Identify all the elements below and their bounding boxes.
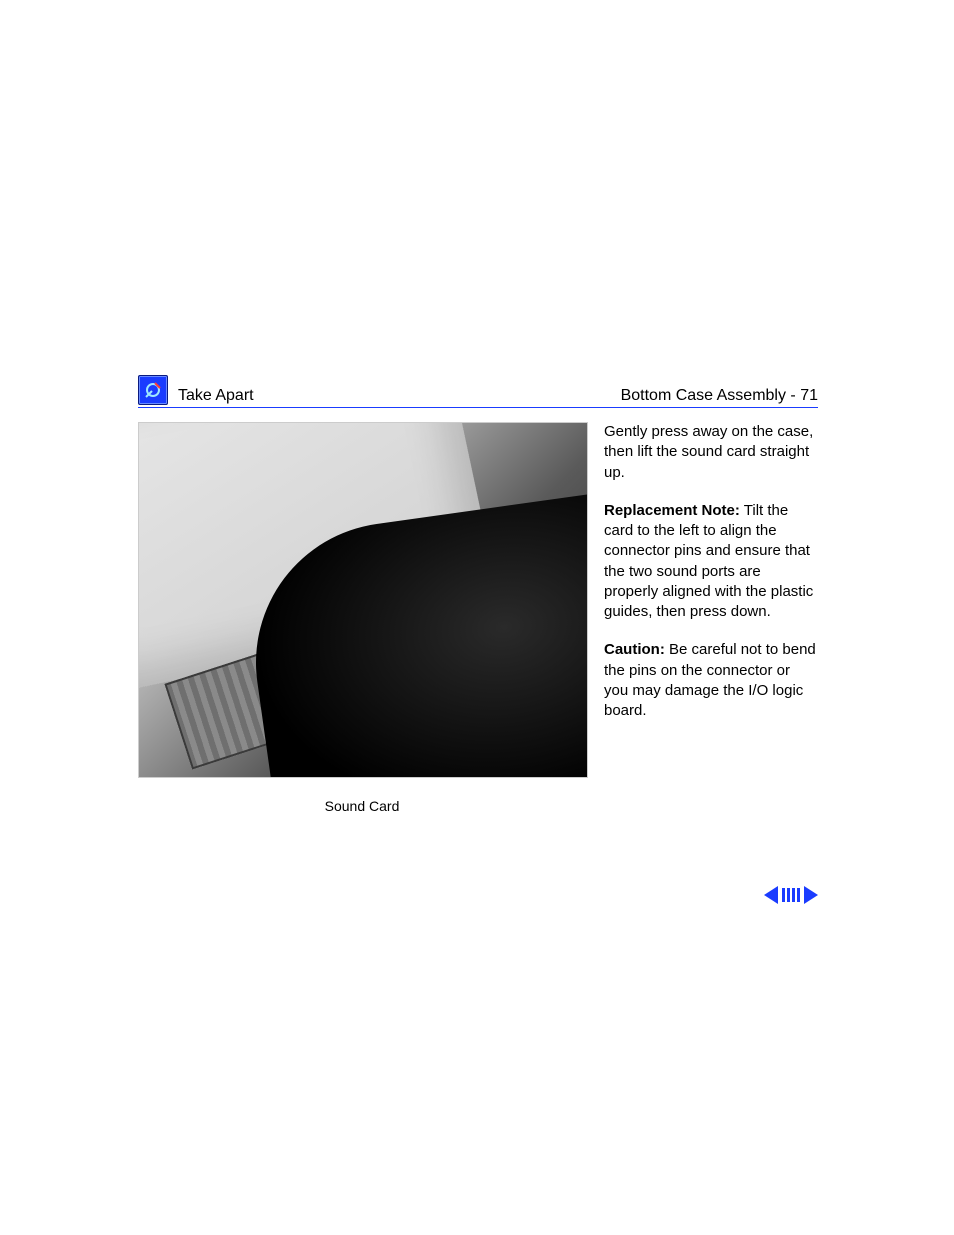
replacement-note-label: Replacement Note: [604,502,740,519]
page-number: 71 [800,387,818,404]
content-area: Take Apart Bottom Case Assembly - 71 Sou… [138,375,818,814]
caution-label: Caution: [604,641,665,658]
prev-page-button[interactable] [764,886,778,904]
next-page-button[interactable] [804,886,818,904]
page-title-sep: - [786,387,800,404]
page-header: Take Apart Bottom Case Assembly - 71 [138,375,818,408]
body-row: Sound Card Gently press away on the case… [138,422,818,814]
page-index-button[interactable] [780,888,802,902]
paragraph-1: Gently press away on the case, then lift… [604,422,818,483]
take-apart-icon [138,375,168,405]
section-title: Take Apart [178,387,621,405]
instruction-text: Gently press away on the case, then lift… [604,422,818,739]
figure-caption: Sound Card [138,798,586,814]
page-title-text: Bottom Case Assembly [621,387,786,404]
page-nav [764,886,818,904]
sound-card-photo [138,422,588,778]
page-title: Bottom Case Assembly - 71 [621,387,818,405]
paragraph-2: Replacement Note: Tilt the card to the l… [604,501,818,623]
paragraph-3: Caution: Be careful not to bend the pins… [604,640,818,721]
figure: Sound Card [138,422,586,814]
replacement-note-text: Tilt the card to the left to align the c… [604,502,813,620]
document-page: Take Apart Bottom Case Assembly - 71 Sou… [0,0,954,1235]
